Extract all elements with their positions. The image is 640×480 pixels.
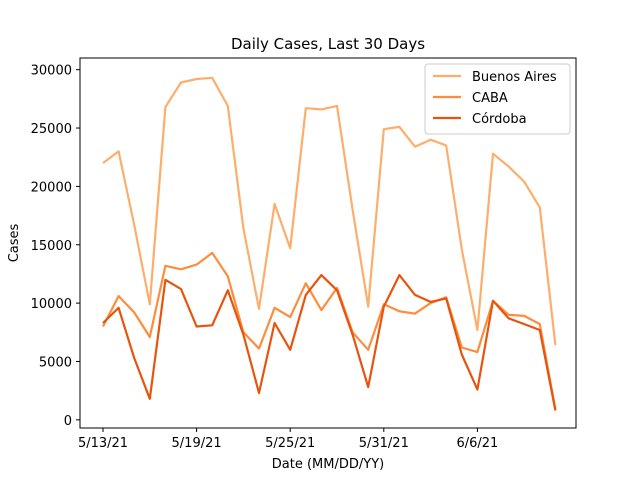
- legend-label: Buenos Aires: [472, 70, 557, 85]
- x-axis-label: Date (MM/DD/YY): [272, 457, 384, 472]
- y-tick-label: 20000: [31, 180, 72, 195]
- y-tick-label: 30000: [31, 64, 72, 79]
- x-tick-label: 5/25/21: [265, 436, 315, 451]
- plot-lines: [102, 76, 557, 411]
- y-axis-ticks: 0 5000 10000 15000 20000 25000 30000: [31, 64, 80, 429]
- x-tick-label: 5/19/21: [172, 436, 222, 451]
- y-tick-label: 0: [64, 414, 72, 429]
- x-tick-label: 5/31/21: [359, 436, 409, 451]
- legend-label: CABA: [472, 91, 508, 106]
- series-line-1: [102, 251, 557, 410]
- legend: Buenos Aires CABA Córdoba: [424, 63, 571, 135]
- x-tick-label: 5/13/21: [78, 436, 128, 451]
- y-tick-label: 5000: [39, 355, 72, 370]
- legend-label: Córdoba: [472, 112, 527, 127]
- y-axis-label: Cases: [7, 223, 22, 262]
- x-axis-ticks: 5/13/21 5/19/21 5/25/21 5/31/21 6/6/21: [78, 428, 498, 451]
- chart-title: Daily Cases, Last 30 Days: [231, 35, 425, 53]
- x-tick-label: 6/6/21: [456, 436, 498, 451]
- plot-frame: [79, 57, 577, 429]
- y-tick-label: 25000: [31, 122, 72, 137]
- series-line-2: [102, 274, 557, 411]
- series-line-0: [102, 76, 557, 346]
- y-tick-label: 15000: [31, 239, 72, 254]
- y-tick-label: 10000: [31, 297, 72, 312]
- legend-box: [424, 63, 571, 135]
